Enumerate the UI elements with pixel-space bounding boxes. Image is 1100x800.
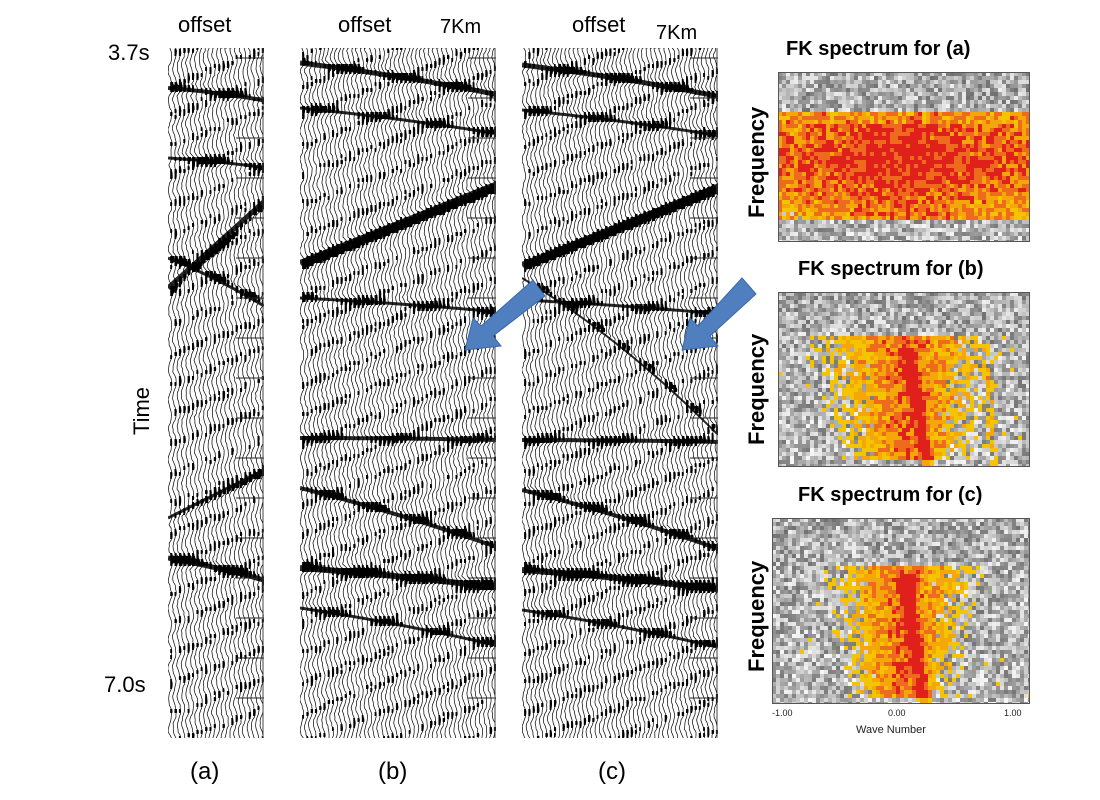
fk-c-ylabel: Frequency (744, 560, 769, 672)
fk-tick-right: 1.00 (1004, 708, 1022, 718)
fk-c-title: FK spectrum for (c) (798, 484, 983, 506)
fk-spectrum-a-plot (778, 72, 1030, 242)
fk-spectrum-c (772, 518, 1030, 704)
time-axis-label: Time (129, 386, 154, 436)
time-end-label: 7.0s (104, 672, 146, 697)
fk-a-title: FK spectrum for (a) (786, 38, 971, 60)
panel-b-distance-label: 7Km (440, 16, 482, 38)
fk-tick-mid: 0.00 (888, 708, 906, 718)
seismic-panel-c (522, 48, 718, 738)
arrow-panel-b-icon (464, 279, 545, 351)
seismic-panel-c-plot (522, 48, 718, 738)
time-start-label: 3.7s (108, 40, 150, 65)
fk-tick-left: -1.00 (772, 708, 793, 718)
panel-b-caption: (b) (378, 758, 408, 785)
seismic-panel-b (300, 48, 496, 738)
fk-spectrum-b (778, 292, 1030, 467)
seismic-panel-a (168, 48, 264, 738)
fk-b-title: FK spectrum for (b) (798, 258, 984, 280)
seismic-panel-b-plot (300, 48, 496, 738)
panel-a-offset-label: offset (178, 12, 232, 37)
seismic-panel-a-plot (168, 48, 264, 738)
panel-c-caption: (c) (598, 758, 626, 785)
fk-spectrum-c-plot (772, 518, 1030, 704)
arrow-panel-c-icon (681, 277, 757, 351)
panel-a-caption: (a) (190, 758, 220, 785)
fk-b-ylabel: Frequency (744, 333, 769, 445)
panel-b-offset-label: offset (338, 12, 392, 37)
panel-c-distance-label: 7Km (656, 22, 698, 44)
fk-spectrum-a (778, 72, 1030, 242)
fk-a-ylabel: Frequency (744, 106, 769, 218)
fk-spectrum-b-plot (778, 292, 1030, 467)
fk-xlabel: Wave Number (856, 724, 926, 736)
panel-c-offset-label: offset (572, 12, 626, 37)
